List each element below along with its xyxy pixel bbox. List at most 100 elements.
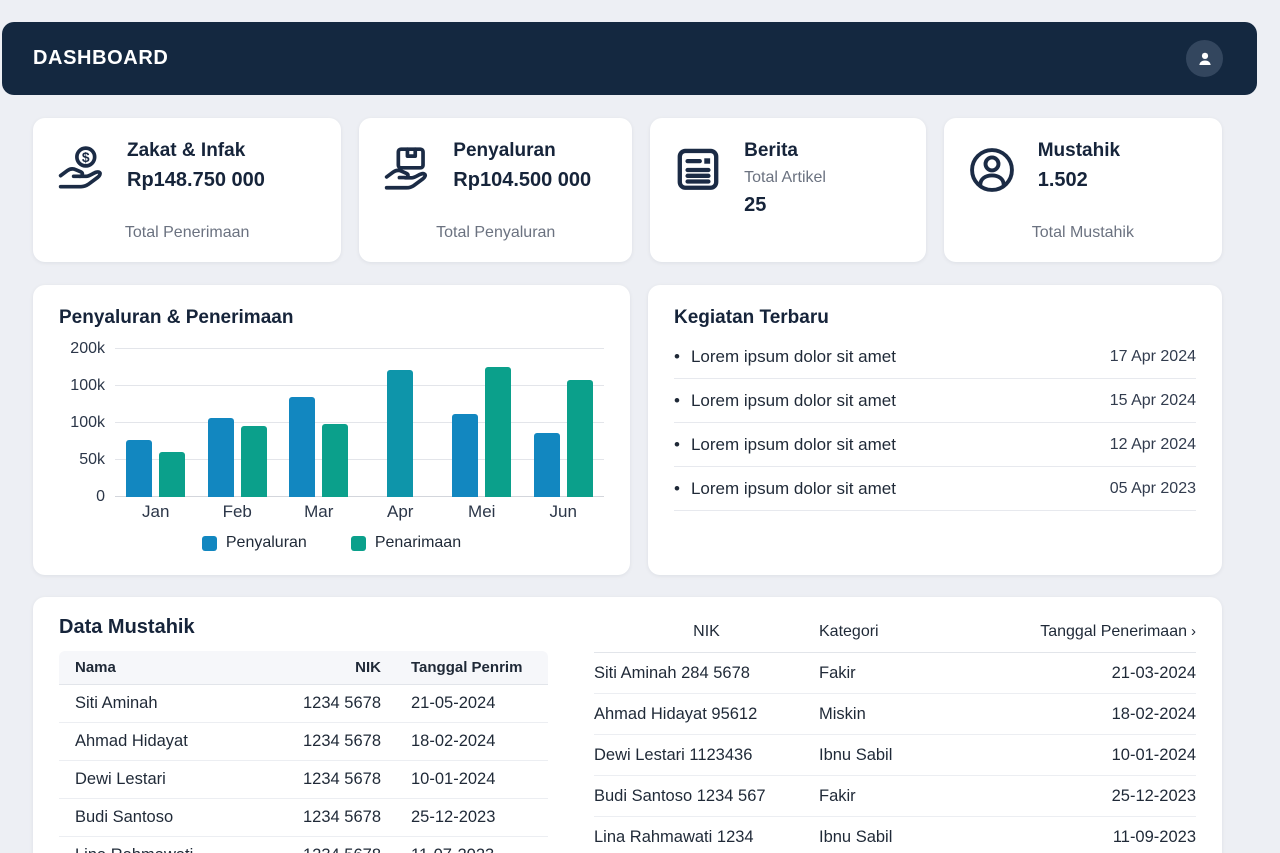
chevron-right-icon: › xyxy=(1191,623,1196,640)
legend-item-penyaluran[interactable]: Penyaluran xyxy=(201,534,307,552)
bar-group-mar xyxy=(278,349,360,497)
stat-title: Mustahik xyxy=(1037,140,1121,161)
bar-penarimaan-feb xyxy=(240,426,267,497)
x-axis-tick-label: Feb xyxy=(222,502,252,521)
cell-nama-nik: Ahmad Hidayat 95612 xyxy=(594,704,758,723)
legend-swatch-icon xyxy=(201,535,217,551)
cell-tanggal: 10-01-2024 xyxy=(1111,745,1196,764)
mustahik-table: Nama NIK Tanggal Penrim Siti Aminah 1234 … xyxy=(59,651,548,853)
table-row[interactable]: Budi Santoso 1234 567 Fakir 25-12-2023 xyxy=(594,776,1196,817)
activity-item[interactable]: • Lorem ipsum dolor sit amet 15 Apr 2024 xyxy=(674,379,1196,423)
activity-item[interactable]: • Lorem ipsum dolor sit amet 05 Apr 2023 xyxy=(674,467,1196,511)
bar-penyaluran-jan xyxy=(126,440,153,497)
cell-nik: 1234 5678 xyxy=(271,846,381,853)
stat-value: 1.502 xyxy=(1037,169,1088,191)
cell-tanggal: 21-05-2024 xyxy=(411,694,496,712)
activity-text: Lorem ipsum dolor sit amet xyxy=(690,346,896,366)
cell-nama-nik: Lina Rahmawati 1234 xyxy=(594,827,754,846)
activity-date: 12 Apr 2024 xyxy=(1109,435,1196,453)
stat-card-penyaluran: Penyaluran Rp104.500 000 Total Penyalura… xyxy=(359,118,633,262)
cell-nama: Siti Aminah xyxy=(75,694,158,712)
stat-texts: Penyaluran Rp104.500 000 xyxy=(453,140,591,196)
col-header-tanggal-penerimaan-sort[interactable]: Tanggal Penerimaan › xyxy=(1040,623,1196,640)
user-circle-icon xyxy=(966,140,1020,196)
legend-label: Penyaluran xyxy=(225,534,307,551)
bar-group-apr xyxy=(360,349,442,497)
table-row[interactable]: Dewi Lestari 1123436 Ibnu Sabil 10-01-20… xyxy=(594,735,1196,776)
hand-box-icon xyxy=(381,140,435,196)
data-mustahik-card: Data Mustahik Nama NIK Tanggal Penrim Sit… xyxy=(33,597,1222,853)
y-axis-tick-label: 0 xyxy=(96,488,105,505)
recipients-table-header: NIK Kategori Tanggal Penerimaan › xyxy=(594,618,1196,653)
legend-item-penarimaan[interactable]: Penarimaan xyxy=(350,534,461,552)
bar-group-feb xyxy=(197,349,279,497)
table-row[interactable]: Siti Aminah 284 5678 Fakir 21-03-2024 xyxy=(594,653,1196,694)
bar-group-mei xyxy=(441,349,523,497)
user-avatar-button[interactable] xyxy=(1186,40,1223,77)
stat-card-body: Mustahik 1.502 xyxy=(966,140,1200,196)
col-header-tanggal: Tanggal Penrim xyxy=(411,659,523,676)
stat-texts: Berita Total Artikel 25 xyxy=(744,140,826,217)
cell-tanggal: 11-07-2023 xyxy=(381,846,564,853)
stat-card-berita: Berita Total Artikel 25 xyxy=(650,118,926,262)
bar-penyaluran-mei xyxy=(452,414,479,497)
stat-subtitle: Total Penerimaan xyxy=(124,224,250,241)
y-axis-tick-label: 200k xyxy=(70,340,105,357)
table-row[interactable]: Lina Rahmawati 1234 Ibnu Sabil 11-09-202… xyxy=(594,817,1196,853)
table-row[interactable]: Siti Aminah 1234 5678 21-05-2024 xyxy=(59,685,548,723)
mustahik-table-header: Nama NIK Tanggal Penrim xyxy=(59,651,548,685)
stat-texts: Zakat & Infak Rp148.750 000 xyxy=(127,140,265,196)
bar-penyaluran-feb xyxy=(207,418,234,497)
bullet-icon: • xyxy=(674,346,680,366)
bullet-icon: • xyxy=(674,478,680,498)
cell-kategori: Ibnu Sabil xyxy=(819,745,893,764)
stat-value: Rp104.500 000 xyxy=(453,169,592,191)
chart-plot-area: 200k 100k 100k 50k 0 xyxy=(70,340,604,505)
bar-penarimaan-apr xyxy=(387,370,414,497)
cell-nik: 1234 5678 xyxy=(303,770,381,788)
activity-item[interactable]: • Lorem ipsum dolor sit amet 17 Apr 2024 xyxy=(674,335,1196,379)
bullet-icon: • xyxy=(674,390,680,410)
chart-title: Penyaluran & Penerimaan xyxy=(59,307,294,328)
recipients-table: NIK Kategori Tanggal Penerimaan › Siti Ami… xyxy=(594,609,1196,853)
chart-gridline xyxy=(115,459,604,460)
table-row[interactable]: Ahmad Hidayat 1234 5678 18-02-2024 xyxy=(59,723,548,761)
stat-title: Zakat & Infak xyxy=(127,140,246,161)
table-row[interactable]: Lina Rahmawati 1234 5678 11-07-2023 xyxy=(59,837,548,853)
cell-nik: 1234 5678 xyxy=(303,732,381,750)
stat-card-body: $ Zakat & Infak Rp148.750 000 xyxy=(55,140,319,196)
svg-text:$: $ xyxy=(82,149,90,165)
activities-title: Kegiatan Terbaru xyxy=(674,307,829,328)
stat-card-body: Penyaluran Rp104.500 000 xyxy=(381,140,610,196)
x-axis-tick-label: Jan xyxy=(142,502,170,521)
cell-nama-nik: Siti Aminah 284 5678 xyxy=(594,663,750,682)
activity-list: • Lorem ipsum dolor sit amet 17 Apr 2024… xyxy=(674,335,1196,511)
col-header-nama: Nama xyxy=(75,659,116,676)
cell-nama-nik: Budi Santoso 1234 567 xyxy=(594,786,766,805)
cell-kategori: Fakir xyxy=(819,786,856,805)
activity-item[interactable]: • Lorem ipsum dolor sit amet 12 Apr 2024 xyxy=(674,423,1196,467)
table-row[interactable]: Dewi Lestari 1234 5678 10-01-2024 xyxy=(59,761,548,799)
cell-nik: 1234 5678 xyxy=(303,808,381,826)
stat-subtitle: Total Artikel xyxy=(744,169,826,186)
bar-penyaluran-mar xyxy=(289,397,316,497)
chart-card: Penyaluran & Penerimaan 200k 100k 100k 50k 0… xyxy=(33,285,630,575)
top-header: DASHBOARD xyxy=(2,22,1257,95)
stat-texts: Mustahik 1.502 xyxy=(1038,140,1120,196)
table-row[interactable]: Ahmad Hidayat 95612 Miskin 18-02-2024 xyxy=(594,694,1196,735)
mustahik-table-panel: Data Mustahik Nama NIK Tanggal Penrim Sit… xyxy=(59,609,548,853)
cell-tanggal: 18-02-2024 xyxy=(411,732,496,750)
hand-coin-icon: $ xyxy=(55,140,109,196)
chart-legend: Penyaluran Penarimaan xyxy=(59,534,604,552)
cell-kategori: Fakir xyxy=(819,663,856,682)
table-row[interactable]: Budi Santoso 1234 5678 25-12-2023 xyxy=(59,799,548,837)
chart-gridline xyxy=(115,422,604,423)
stat-title: Penyaluran xyxy=(453,140,556,161)
chart-gridline xyxy=(115,385,604,386)
x-axis-tick-label: Apr xyxy=(387,502,414,521)
cell-tanggal: 25-12-2023 xyxy=(1111,786,1196,805)
stat-subtitle: Total Mustahik xyxy=(1031,224,1134,241)
cell-nama: Lina Rahmawati xyxy=(75,846,271,853)
stat-card-zakat-infak: $ Zakat & Infak Rp148.750 000 Total Pene… xyxy=(33,118,342,262)
dashboard-content: $ Zakat & Infak Rp148.750 000 Total Pene… xyxy=(33,118,1222,853)
